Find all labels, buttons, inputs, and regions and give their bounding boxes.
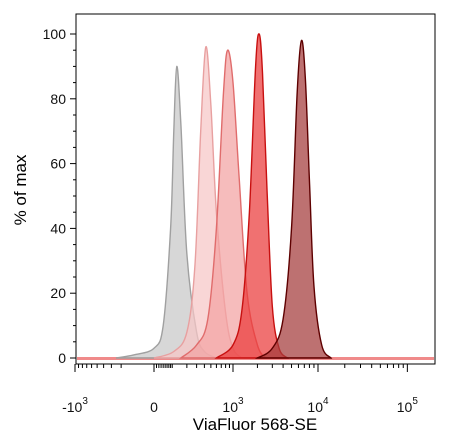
y-tick-label: 60: [50, 156, 66, 172]
x-axis-title: ViaFluor 568-SE: [193, 415, 317, 434]
y-axis-title: % of max: [11, 154, 30, 225]
histogram-series-4: [214, 33, 290, 359]
histogram-series-5: [255, 39, 333, 359]
series-layer: [77, 33, 434, 360]
plot-frame: [75, 13, 436, 365]
x-tick-label: 0: [150, 399, 158, 415]
y-tick-label: 20: [50, 285, 66, 301]
y-tick-label: 40: [50, 220, 66, 236]
x-tick-label: 104: [307, 396, 329, 415]
x-tick-label: -103: [62, 396, 88, 415]
y-tick-label: 100: [43, 26, 67, 42]
x-tick-label: 103: [222, 396, 244, 415]
x-tick-label: 105: [397, 396, 419, 415]
y-tick-label: 0: [58, 350, 66, 366]
y-tick-label: 80: [50, 91, 66, 107]
x-axis: -103 0 103 104 105: [62, 364, 418, 415]
y-axis: 0 20 40 60 80 100: [43, 26, 76, 366]
